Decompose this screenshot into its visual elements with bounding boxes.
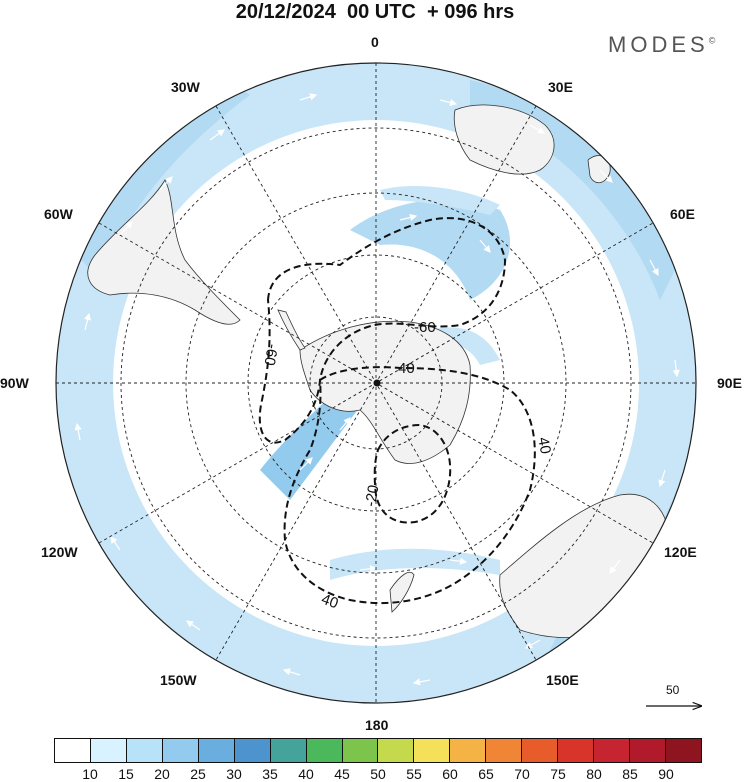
south-pole-marker: [373, 379, 381, 387]
contour-label: -60: [414, 319, 436, 336]
colorbar-cell: [162, 739, 199, 762]
antarctic-peninsula: [277, 309, 306, 351]
colorbar-tick-label: 25: [190, 766, 206, 782]
colorbar-cell: [378, 739, 415, 762]
colorbar-cell: [522, 739, 559, 762]
colorbar-tick-label: 50: [370, 766, 386, 782]
colorbar-tick-label: 35: [262, 766, 278, 782]
colorbar-tick-label: 90: [658, 766, 674, 782]
colorbar-tick-label: 45: [334, 766, 350, 782]
colorbar-cell: [630, 739, 666, 762]
lon-label-60e: 60E: [670, 206, 695, 222]
contour-lines: [258, 217, 536, 605]
colorbar-tick-label: 15: [118, 766, 134, 782]
colorbar-tick-label: 60: [442, 766, 458, 782]
colorbar-cell: [594, 739, 630, 762]
lon-label-90e: 90E: [717, 375, 742, 391]
colorbar-cell: [126, 739, 163, 762]
colorbar-tick-label: 85: [622, 766, 638, 782]
madagascar: [587, 155, 611, 184]
colorbar-tick-label: 30: [226, 766, 242, 782]
colorbar-tick-label: 70: [514, 766, 530, 782]
lon-label-150w: 150W: [160, 672, 197, 688]
colorbar-cell: [55, 739, 91, 762]
contour-label: 40: [319, 591, 340, 613]
colorbar-cell: [198, 739, 235, 762]
colorbar-cell: [342, 739, 379, 762]
colorbar-cell: [90, 739, 127, 762]
brand-name: MODES: [608, 32, 709, 57]
contour-label: 40: [534, 436, 554, 455]
colorbar-tick-label: 20: [154, 766, 170, 782]
lon-label-120e: 120E: [664, 544, 697, 560]
lon-label-30e: 30E: [548, 79, 573, 95]
map-title: 20/12/2024 00 UTC + 096 hrs: [235, 1, 515, 23]
africa: [453, 104, 555, 175]
contour-label: -60: [260, 343, 281, 367]
contour-minus-60: [258, 217, 507, 444]
colorbar-tick-label: 65: [478, 766, 494, 782]
wind-speed-shading: [56, 63, 696, 703]
colorbar-tick-label: 75: [550, 766, 566, 782]
colorbar-ticks: 10 15 20 25 30 35 40 45 50 55 60 65 70 75 80 85 90: [54, 766, 702, 782]
colorbar-tick-label: 55: [406, 766, 422, 782]
lon-label-150e: 150E: [546, 672, 579, 688]
lon-label-60w: 60W: [44, 206, 73, 222]
lon-label-90w: 90W: [0, 375, 29, 391]
colorbar: [54, 738, 702, 763]
colorbar-tick-label: 40: [298, 766, 314, 782]
colorbar-cell: [234, 739, 271, 762]
contour-40: [283, 366, 536, 605]
brand-logo: MODES©: [608, 32, 715, 58]
colorbar-tick-label: 80: [586, 766, 602, 782]
map-boundary: [55, 62, 697, 704]
south-america: [87, 179, 241, 325]
colorbar-cell: [486, 739, 523, 762]
colorbar-cell: [665, 739, 701, 762]
lon-label-180: 180: [365, 717, 389, 733]
land-masses: [87, 104, 669, 638]
lon-label-120w: 120W: [41, 544, 78, 560]
colorbar-tick-label: 10: [82, 766, 98, 782]
colorbar-cell: [270, 739, 307, 762]
contour-label: -20: [362, 484, 383, 508]
lon-label-0: 0: [371, 34, 379, 50]
copyright-mark: ©: [708, 35, 716, 46]
colorbar-cell: [306, 739, 343, 762]
contour-labels: -60 -60 40 40 -20 40: [260, 319, 554, 612]
colorbar-cell: [450, 739, 487, 762]
contour-label: 40: [398, 360, 415, 377]
reference-vector-label: 50: [666, 683, 680, 697]
contour-minus-20: [373, 423, 452, 524]
lon-label-30w: 30W: [171, 79, 200, 95]
colorbar-cell: [414, 739, 451, 762]
colorbar-cell: [558, 739, 595, 762]
